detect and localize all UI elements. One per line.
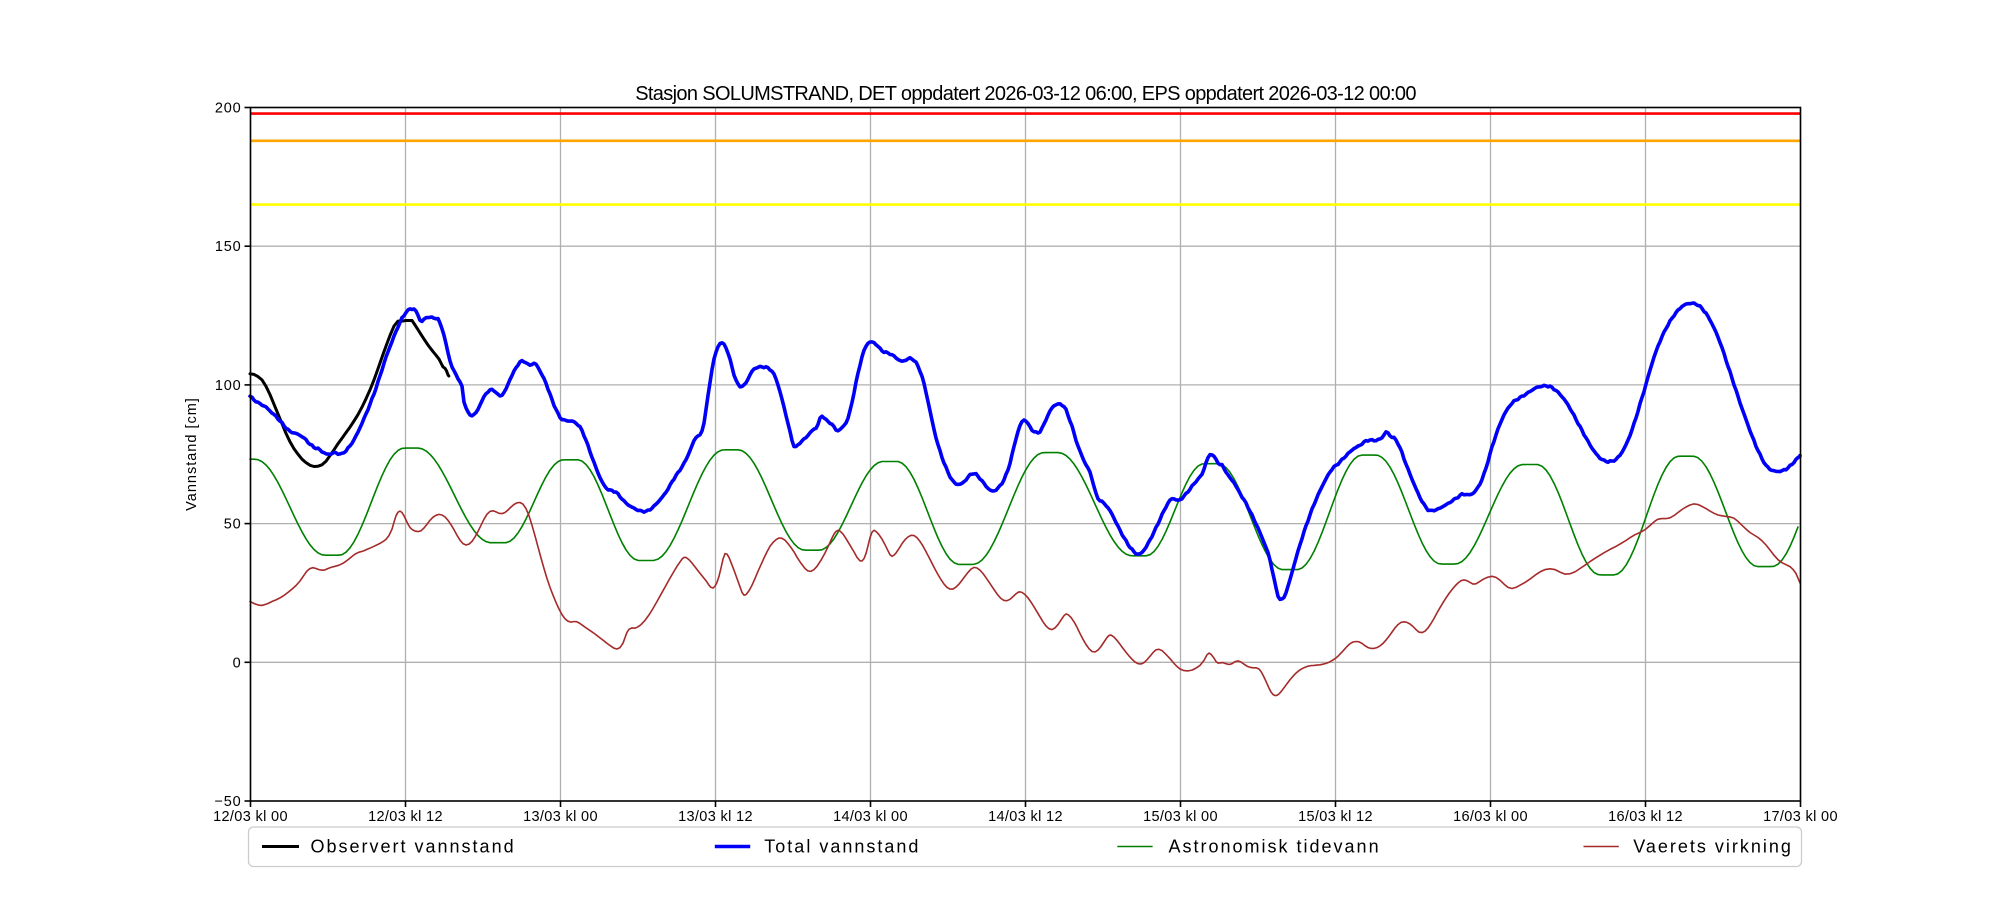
- svg-text:Total vannstand: Total vannstand: [764, 837, 920, 857]
- svg-text:15/03 kl 12: 15/03 kl 12: [1298, 809, 1373, 825]
- svg-text:16/03 kl 00: 16/03 kl 00: [1453, 809, 1528, 825]
- svg-text:14/03 kl 12: 14/03 kl 12: [988, 809, 1063, 825]
- svg-text:−50: −50: [215, 794, 242, 810]
- svg-text:13/03 kl 00: 13/03 kl 00: [523, 809, 598, 825]
- svg-text:13/03 kl 12: 13/03 kl 12: [678, 809, 753, 825]
- svg-text:12/03 kl 00: 12/03 kl 00: [213, 809, 288, 825]
- svg-text:14/03 kl 00: 14/03 kl 00: [833, 809, 908, 825]
- svg-text:Stasjon SOLUMSTRAND, DET oppda: Stasjon SOLUMSTRAND, DET oppdatert 2026-…: [635, 83, 1416, 105]
- svg-text:17/03 kl 00: 17/03 kl 00: [1763, 809, 1838, 825]
- svg-text:50: 50: [224, 517, 242, 533]
- svg-text:16/03 kl 12: 16/03 kl 12: [1608, 809, 1683, 825]
- svg-text:Vaerets virkning: Vaerets virkning: [1633, 837, 1793, 857]
- svg-text:12/03 kl 12: 12/03 kl 12: [368, 809, 443, 825]
- svg-text:Observert vannstand: Observert vannstand: [311, 837, 516, 857]
- svg-text:150: 150: [215, 239, 242, 255]
- svg-text:15/03 kl 00: 15/03 kl 00: [1143, 809, 1218, 825]
- svg-text:0: 0: [233, 655, 242, 671]
- svg-text:Astronomisk tidevann: Astronomisk tidevann: [1169, 837, 1381, 857]
- svg-text:100: 100: [215, 378, 242, 394]
- svg-text:Vannstand [cm]: Vannstand [cm]: [184, 397, 200, 511]
- svg-text:200: 200: [215, 101, 242, 117]
